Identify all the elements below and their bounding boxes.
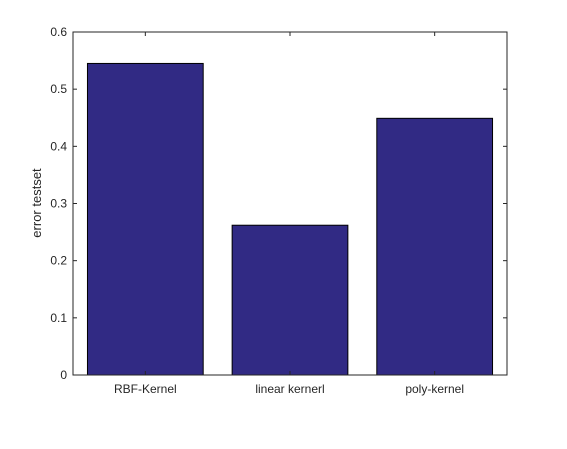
y-tick-label: 0.6 [50, 25, 67, 39]
y-tick-label: 0.4 [50, 139, 67, 153]
y-axis-label: error testset [29, 168, 44, 238]
x-tick-label: poly-kernel [405, 382, 464, 396]
y-tick-label: 0.5 [50, 82, 67, 96]
bar-3 [376, 117, 494, 376]
plot-frame [72, 31, 508, 376]
y-tick-label: 0.3 [50, 197, 67, 211]
y-tick-label: 0.2 [50, 254, 67, 268]
x-tick-label: RBF-Kernel [114, 382, 177, 396]
bar-1 [86, 62, 204, 376]
bar-2 [231, 224, 349, 376]
y-tick-label: 0.1 [50, 311, 67, 325]
y-ticks-group: 0 0.1 0.2 0.3 0.4 0.5 0.6 [50, 25, 507, 382]
y-tick-label: 0 [60, 368, 67, 382]
bars-group [86, 62, 494, 376]
x-tick-label: linear kernerl [255, 382, 324, 396]
x-ticks-group: RBF-Kernel linear kernerl poly-kernel [114, 32, 464, 396]
